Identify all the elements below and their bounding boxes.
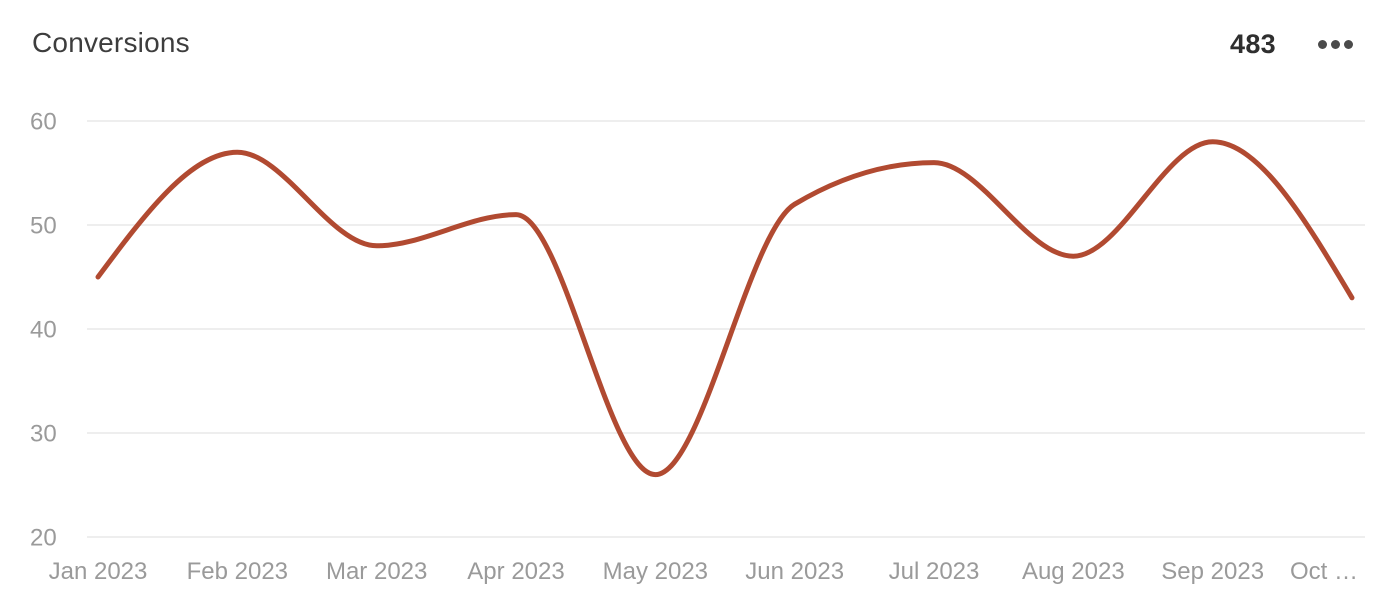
y-axis-tick-label: 60 bbox=[30, 109, 57, 136]
x-axis-tick-label: Aug 2023 bbox=[1022, 558, 1125, 585]
x-axis-tick-label: Oct … bbox=[1290, 558, 1358, 585]
x-axis-tick-label: Jun 2023 bbox=[745, 558, 844, 585]
x-axis-tick-label: Jul 2023 bbox=[889, 558, 980, 585]
x-axis-tick-label: Feb 2023 bbox=[187, 558, 288, 585]
y-axis-tick-label: 30 bbox=[30, 421, 57, 448]
x-axis-tick-label: Sep 2023 bbox=[1161, 558, 1264, 585]
x-axis-tick-label: Mar 2023 bbox=[326, 558, 427, 585]
options-menu-button[interactable] bbox=[1318, 36, 1353, 53]
conversions-line-series bbox=[95, 139, 1355, 478]
y-axis-tick-label: 50 bbox=[30, 213, 57, 240]
widget-title: Conversions bbox=[32, 27, 190, 58]
ellipsis-icon bbox=[1318, 39, 1353, 49]
y-axis-tick-label: 20 bbox=[30, 525, 57, 552]
x-axis-tick-label: Apr 2023 bbox=[467, 558, 564, 585]
x-axis-tick-label: Jan 2023 bbox=[49, 558, 148, 585]
total-conversions-value: 483 bbox=[1230, 28, 1276, 59]
x-axis-tick-label: May 2023 bbox=[603, 558, 708, 585]
y-axis-tick-label: 40 bbox=[30, 317, 57, 344]
widget-header-right: 483 bbox=[1230, 26, 1353, 62]
